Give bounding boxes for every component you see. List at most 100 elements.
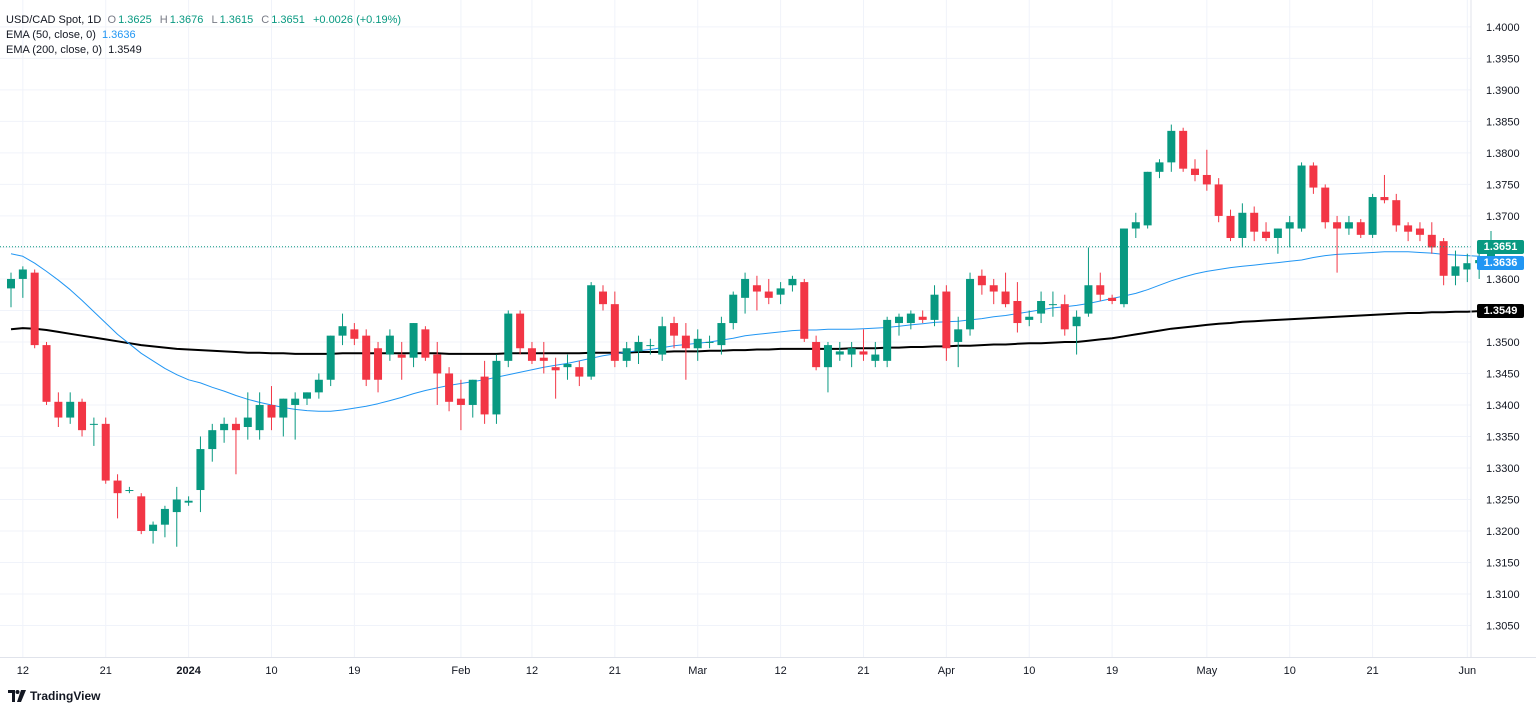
time-axis[interactable]: 12 21 2024 10 19 Feb 12 21 Mar 12 21 Apr 10 19 May 10 21…: [0, 657, 1536, 678]
candle-down: [1226, 215, 1235, 238]
candle-down: [397, 354, 406, 358]
time-tick-label: Jun: [1458, 665, 1476, 677]
candle-up: [208, 430, 217, 450]
candle-up: [1037, 300, 1046, 314]
price-tick-label: 1.3300: [1486, 463, 1520, 475]
price-tick-label: 1.3750: [1486, 179, 1520, 191]
candle-down: [445, 373, 454, 402]
tradingview-logo-icon: [8, 690, 26, 702]
candle-up: [338, 326, 347, 336]
candle-up: [314, 379, 323, 393]
candle-down: [989, 285, 998, 292]
candle-up: [634, 341, 643, 352]
price-axis[interactable]: 1.3050 1.3100 1.3150 1.3200 1.3250 1.3300 1.33…: [1470, 0, 1520, 657]
candle-up: [930, 294, 939, 320]
candle-down: [456, 398, 465, 405]
price-tick-label: 1.3500: [1486, 337, 1520, 349]
price-tick-label: 1.3250: [1486, 494, 1520, 506]
candle-down: [764, 291, 773, 298]
candle-down: [539, 357, 548, 361]
price-tick-label: 1.3450: [1486, 368, 1520, 380]
ema200-layer: [10, 310, 1480, 355]
candle-down: [812, 341, 821, 368]
ema50-label: EMA (50, close, 0): [6, 29, 96, 41]
candle-down: [1321, 187, 1330, 223]
candle-down: [575, 367, 584, 377]
open-value: 1.3625: [118, 14, 152, 26]
candle-up: [776, 288, 785, 295]
candle-down: [977, 275, 986, 286]
candle-up: [326, 335, 335, 380]
time-tick-label: Apr: [938, 665, 955, 677]
candle-up: [255, 404, 264, 431]
candle-down: [54, 401, 63, 418]
change-value: +0.0026 (+0.19%): [312, 14, 402, 26]
candle-down: [374, 348, 383, 380]
time-tick-label: 21: [857, 665, 869, 677]
close-label: C: [261, 14, 270, 26]
candle-down: [1380, 197, 1389, 201]
candle-up: [823, 345, 832, 368]
candle-down: [1404, 225, 1413, 232]
time-tick-label: Mar: [688, 665, 707, 677]
low-value: 1.3615: [219, 14, 254, 26]
time-tick-label: 12: [526, 665, 538, 677]
candle-down: [1096, 285, 1105, 295]
candle-up: [954, 329, 963, 342]
low-label: L: [211, 14, 218, 26]
candle-up: [563, 364, 572, 368]
candle-down: [1060, 304, 1069, 330]
time-tick-label: 21: [100, 665, 112, 677]
candle-up: [1344, 222, 1353, 229]
symbol-title[interactable]: USD/CAD Spot, 1D: [6, 14, 102, 26]
legend-ema200-row[interactable]: EMA (200, close, 0) 1.3549: [6, 43, 406, 58]
price-tick-label: 1.3600: [1486, 274, 1520, 286]
price-tick-label: 1.3850: [1486, 116, 1520, 128]
candle-up: [89, 423, 98, 425]
candle-up: [847, 348, 856, 355]
candle-up: [243, 417, 252, 428]
chart-legend: USD/CAD Spot, 1D O 1.3625 H 1.3676 L 1.3615…: [6, 13, 406, 58]
ema200-line: [10, 310, 1480, 355]
candle-up: [1048, 304, 1057, 306]
candle-down: [433, 354, 442, 374]
time-tick-label: Feb: [451, 665, 470, 677]
candle-up: [1155, 162, 1164, 172]
candle-down: [1356, 222, 1365, 235]
candle-up: [1167, 130, 1176, 163]
high-label: H: [159, 14, 168, 26]
candle-down: [551, 367, 560, 371]
candle-down: [1439, 241, 1448, 276]
candle-down: [1250, 212, 1259, 232]
time-tick-label: 10: [1023, 665, 1035, 677]
candle-down: [599, 291, 607, 305]
time-tick-label: 21: [609, 665, 621, 677]
price-tick-label: 1.3800: [1486, 148, 1520, 160]
price-tick-label: 1.3900: [1486, 85, 1520, 97]
candle-down: [516, 313, 525, 349]
candle-up: [468, 379, 477, 405]
tradingview-logo[interactable]: TradingView: [8, 689, 100, 703]
legend-ohlc-row: USD/CAD Spot, 1D O 1.3625 H 1.3676 L 1.3615…: [6, 13, 406, 28]
candle-down: [350, 329, 359, 339]
candle-down: [942, 291, 951, 349]
candle-down: [42, 345, 51, 402]
candle-up: [1072, 316, 1081, 327]
last-price-tag: 1.3651: [1477, 240, 1524, 254]
candle-up: [196, 449, 205, 491]
candle-up: [1143, 171, 1152, 226]
candle-up: [1131, 222, 1140, 229]
candle-down: [1427, 234, 1436, 248]
candle-up: [385, 335, 394, 355]
candle-up: [895, 316, 903, 324]
close-value: 1.3651: [271, 14, 305, 26]
price-tick-label: 1.4000: [1486, 22, 1520, 34]
candle-up: [622, 348, 631, 361]
candle-up: [883, 319, 892, 361]
candle-down: [1309, 165, 1318, 188]
candle-down: [137, 496, 146, 531]
candle-up: [658, 326, 667, 355]
candle-down: [1179, 130, 1188, 169]
legend-ema50-row[interactable]: EMA (50, close, 0) 1.3636: [6, 28, 406, 43]
